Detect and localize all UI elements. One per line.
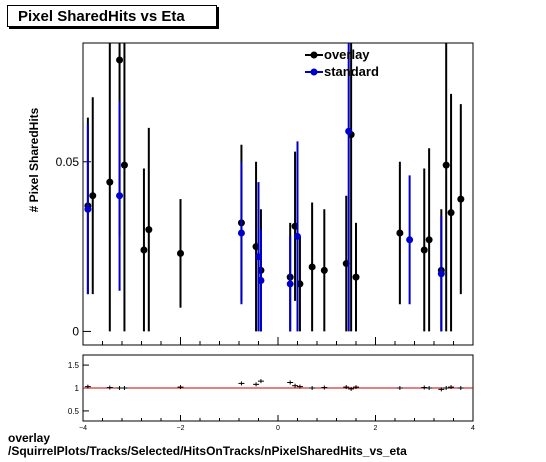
data-point-overlay <box>352 273 360 281</box>
data-point-overlay <box>420 246 428 254</box>
ratio-y-tick-label: 0.5 <box>68 407 80 416</box>
data-point-standard <box>84 205 92 213</box>
data-point-overlay <box>320 266 328 274</box>
main-plot-frame <box>82 42 474 346</box>
data-point-standard <box>294 232 301 240</box>
data-point-standard <box>406 236 414 244</box>
data-point-overlay <box>447 209 455 217</box>
chart-title: Pixel SharedHits vs Eta <box>7 5 217 27</box>
ratio-x-tick-label: 2 <box>374 425 378 432</box>
legend-overlay-label: overlay <box>324 47 370 62</box>
data-point-standard <box>286 280 294 288</box>
data-point-standard <box>437 270 445 278</box>
data-point-standard <box>116 192 124 200</box>
legend: overlay standard <box>305 47 379 79</box>
data-point-overlay <box>120 161 128 169</box>
data-point-overlay <box>425 236 433 244</box>
main-plot: 00.05 <box>56 43 474 345</box>
legend-standard-label: standard <box>324 64 379 79</box>
ratio-x-tick-label: 4 <box>471 425 475 432</box>
ratio-y-tick-label: 1 <box>75 384 80 393</box>
data-point-overlay <box>457 195 465 203</box>
ratio-x-tick-label: −2 <box>177 425 185 432</box>
data-point-standard <box>257 277 265 285</box>
ratio-x-tick-label: 0 <box>276 425 280 432</box>
footer: overlay /SquirrelPlots/Tracks/Selected/H… <box>8 432 407 458</box>
data-point-overlay <box>140 246 148 254</box>
footer-line-1: overlay <box>8 431 51 445</box>
legend-standard-marker <box>310 68 318 76</box>
data-point-overlay <box>442 161 450 169</box>
data-point-overlay <box>177 249 184 257</box>
data-point-overlay <box>145 226 153 234</box>
y-tick-label: 0 <box>72 324 79 338</box>
ratio-x-tick-label: −4 <box>79 425 87 432</box>
data-point-overlay <box>308 263 316 271</box>
data-point-overlay <box>89 192 97 200</box>
footer-line-2: /SquirrelPlots/Tracks/Selected/HitsOnTra… <box>8 444 407 458</box>
legend-overlay-marker <box>310 51 318 59</box>
data-point-overlay <box>396 229 404 237</box>
ratio-y-tick-label: 1.5 <box>68 361 80 370</box>
data-point-overlay <box>116 56 124 64</box>
ratio-plot: 0.5 1 1.5 −4 −2 0 2 4 <box>68 361 475 432</box>
data-point-standard <box>237 229 245 237</box>
data-point-standard <box>345 127 353 135</box>
y-tick-label: 0.05 <box>56 155 80 169</box>
data-point-overlay <box>106 178 114 186</box>
y-axis-label: # Pixel SharedHits <box>27 107 41 212</box>
